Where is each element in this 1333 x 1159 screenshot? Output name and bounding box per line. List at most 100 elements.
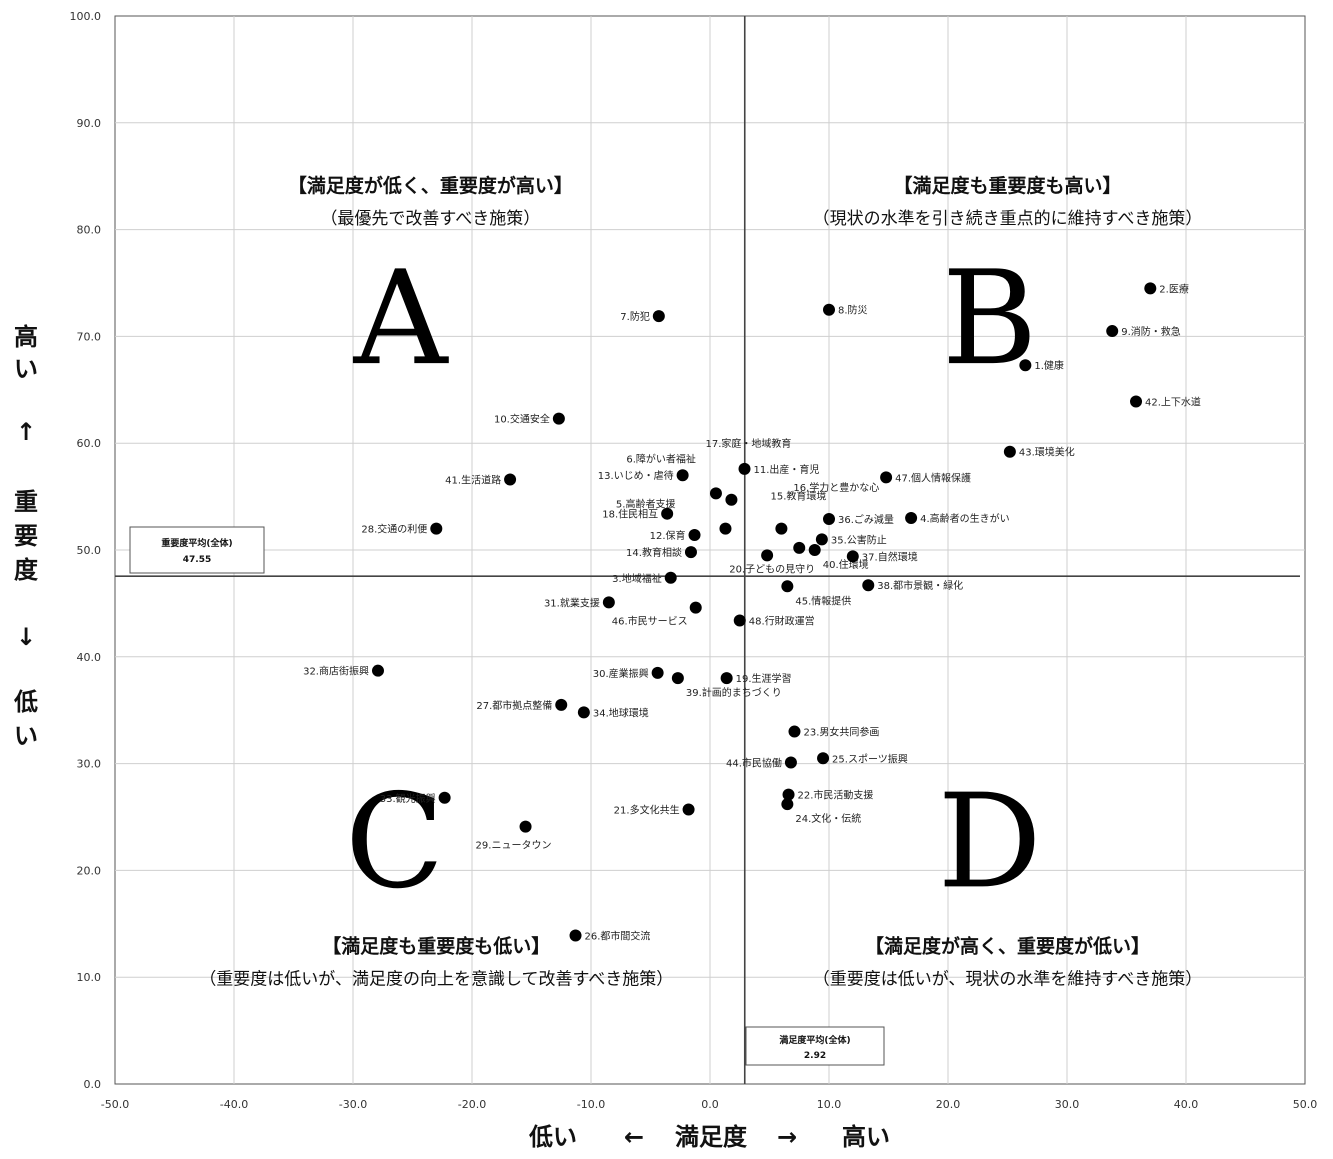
data-point xyxy=(602,596,615,609)
data-point xyxy=(1130,395,1143,408)
quadrant-letter: B xyxy=(942,242,1038,394)
data-point xyxy=(438,791,451,804)
x-tick-label: 0.0 xyxy=(701,1098,719,1111)
y-tick-label: 0.0 xyxy=(84,1078,102,1091)
grid-layer xyxy=(114,15,1306,1085)
quadrant-letter: A xyxy=(353,242,450,394)
data-point-label: 22.市民活動支援 xyxy=(798,789,874,802)
data-point-label: 19.生涯学習 xyxy=(736,672,792,685)
data-point xyxy=(823,513,835,526)
data-point xyxy=(684,546,697,559)
x-tick-label: 10.0 xyxy=(817,1098,842,1111)
x-tick-label: -20.0 xyxy=(458,1098,486,1111)
data-point xyxy=(793,541,806,554)
x-axis-low: 低い xyxy=(528,1123,577,1151)
satisfaction-average-box xyxy=(745,1026,885,1066)
data-point-label: 47.個人情報保護 xyxy=(895,471,971,484)
data-point xyxy=(664,571,677,584)
data-point xyxy=(682,803,695,816)
data-point xyxy=(1144,282,1157,295)
data-point xyxy=(782,788,795,801)
data-point-label: 38.都市景観・緑化 xyxy=(877,579,963,592)
data-point-label: 42.上下水道 xyxy=(1145,396,1201,409)
data-point xyxy=(552,412,565,425)
data-point xyxy=(862,579,875,592)
x-axis-high: 高い xyxy=(842,1123,890,1151)
y-axis-high: 高 xyxy=(14,323,38,351)
data-point-label: 29.ニュータウン xyxy=(476,840,552,852)
satisfaction-average-label: 満足度平均(全体) xyxy=(779,1034,850,1046)
y-axis-low: い xyxy=(14,722,38,750)
data-point xyxy=(1019,359,1032,372)
data-point xyxy=(905,511,918,524)
data-point-label: 43.環境美化 xyxy=(1019,446,1075,459)
data-point xyxy=(430,522,443,535)
data-point xyxy=(688,529,701,542)
y-tick-label: 10.0 xyxy=(77,971,102,984)
data-point xyxy=(661,507,674,520)
y-axis-title: 度 xyxy=(14,556,39,584)
data-point-label: 16.学力と豊かな心 xyxy=(793,481,879,494)
data-point-label: 20.子どもの見守り xyxy=(729,562,815,575)
quadrant-title: 【満足度も重要度も低い】 xyxy=(322,935,550,958)
y-axis-arrow-up: ↑ xyxy=(16,418,36,446)
data-point xyxy=(1106,325,1119,338)
x-tick-label: -10.0 xyxy=(577,1098,605,1111)
x-tick-label: 40.0 xyxy=(1174,1098,1199,1111)
x-tick-label: 50.0 xyxy=(1293,1098,1318,1111)
importance-average-label: 重要度平均(全体) xyxy=(161,537,232,549)
data-point xyxy=(775,522,788,535)
data-point xyxy=(733,614,746,627)
data-point-label: 25.スポーツ振興 xyxy=(832,752,908,765)
data-point-label: 7.防犯 xyxy=(620,310,650,323)
data-point xyxy=(808,544,821,556)
data-point-label: 17.家庭・地域教育 xyxy=(706,437,792,450)
data-point xyxy=(652,310,665,323)
point-layer: 2.医療 9.消防・救急 1.健康 42.上下水道 8.防災 7.防犯 10.交通安全 41.… xyxy=(303,282,1201,943)
data-point-label: 32.商店街振興 xyxy=(303,665,369,678)
data-point xyxy=(880,471,893,484)
quadrant-title: 【満足度が低く、重要度が高い】 xyxy=(288,174,573,197)
data-point-label: 12.保育 xyxy=(650,529,686,542)
data-point-label: 14.教育相談 xyxy=(626,546,682,559)
data-point xyxy=(1003,445,1016,458)
y-tick-label: 100.0 xyxy=(70,10,102,23)
data-point xyxy=(709,487,722,500)
y-tick-label: 80.0 xyxy=(77,224,102,237)
data-point-label: 40.住環境 xyxy=(823,558,869,571)
x-tick-label: -40.0 xyxy=(220,1098,248,1111)
quadrant-subtitle: （現状の水準を引き続き重点的に維持すべき施策） xyxy=(813,209,1203,229)
data-point xyxy=(720,672,733,685)
data-point-label: 44.市民協働 xyxy=(726,757,782,770)
quadrant-layer: 【満足度が低く、重要度が高い】 （最優先で改善すべき施策） A 【満足度も重要度も高い… xyxy=(199,174,1202,989)
data-point-label: 41.生活道路 xyxy=(445,474,501,487)
y-tick-label: 50.0 xyxy=(77,544,102,557)
data-point-label: 36.ごみ減量 xyxy=(838,513,894,526)
data-point xyxy=(846,550,859,563)
data-point xyxy=(788,725,801,738)
data-point xyxy=(725,493,738,506)
x-axis-title: 満足度 xyxy=(675,1123,748,1151)
data-point xyxy=(569,929,582,942)
y-tick-label: 40.0 xyxy=(77,651,102,664)
x-axis-arrow-right: → xyxy=(777,1123,797,1151)
data-point xyxy=(738,462,751,475)
data-point-label: 5.高齢者支援 xyxy=(616,498,676,511)
data-point-label: 6.障がい者福祉 xyxy=(626,452,696,465)
y-axis-arrow-down: ↓ xyxy=(16,623,36,651)
data-point xyxy=(519,820,532,833)
data-point xyxy=(815,533,828,546)
data-point-label: 8.防災 xyxy=(838,304,868,317)
x-tick-label: 20.0 xyxy=(936,1098,961,1111)
quadrant-subtitle: （重要度は低いが、満足度の向上を意識して改善すべき施策） xyxy=(199,970,673,990)
data-point xyxy=(781,798,794,811)
data-point-label: 24.文化・伝統 xyxy=(795,812,861,825)
data-point-label: 30.産業振興 xyxy=(593,667,649,680)
data-point-label: 48.行財政運営 xyxy=(749,614,815,627)
data-point-label: 26.都市間交流 xyxy=(585,930,651,943)
quadrant-letter: D xyxy=(938,765,1042,917)
quadrant-subtitle: （重要度は低いが、現状の水準を維持すべき施策） xyxy=(813,970,1202,990)
data-point-label: 18.住民相互 xyxy=(602,508,658,521)
